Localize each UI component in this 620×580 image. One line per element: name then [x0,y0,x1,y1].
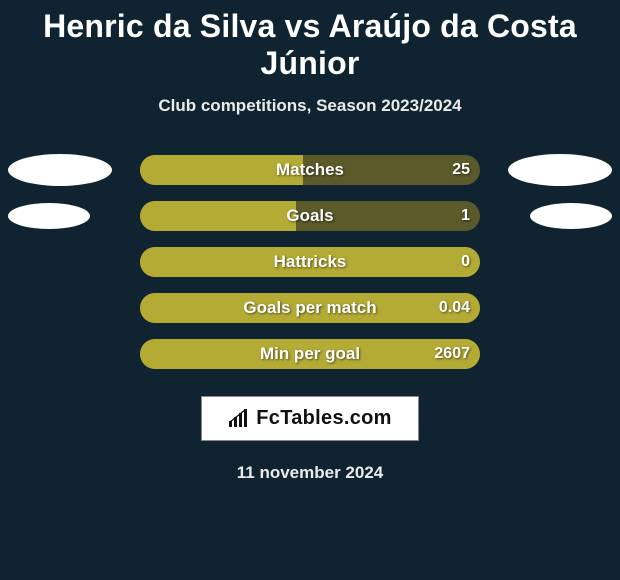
player-left-marker [8,203,90,229]
brand-text: FcTables.com [256,407,392,430]
stat-value: 1 [461,207,470,225]
stat-bar-fill [140,201,296,231]
stat-bar: Min per goal2607 [140,339,480,369]
stat-bar-fill [140,155,303,185]
stat-bar: Matches25 [140,155,480,185]
player-right-marker [508,154,612,186]
stat-row: Goals1 [0,194,620,240]
stat-row: Hattricks0 [0,240,620,286]
stat-bar: Goals per match0.04 [140,293,480,323]
stat-bar: Hattricks0 [140,247,480,277]
stat-value: 25 [452,161,470,179]
chart-icon [228,409,250,429]
page-title: Henric da Silva vs Araújo da Costa Júnio… [0,0,620,82]
subtitle: Club competitions, Season 2023/2024 [0,96,620,116]
brand-box[interactable]: FcTables.com [201,396,419,441]
player-right-marker [530,203,612,229]
stat-bar-fill [140,339,480,369]
stat-row: Matches25 [0,148,620,194]
comparison-card: Henric da Silva vs Araújo da Costa Júnio… [0,0,620,580]
stat-bar-fill [140,293,480,323]
stat-bar-fill [140,247,480,277]
stat-bar: Goals1 [140,201,480,231]
player-left-marker [8,154,112,186]
date-text: 11 november 2024 [0,463,620,483]
stat-row: Min per goal2607 [0,332,620,378]
stat-rows: Matches25 Goals1 Hattricks0 Goals per match… [0,148,620,378]
stat-row: Goals per match0.04 [0,286,620,332]
